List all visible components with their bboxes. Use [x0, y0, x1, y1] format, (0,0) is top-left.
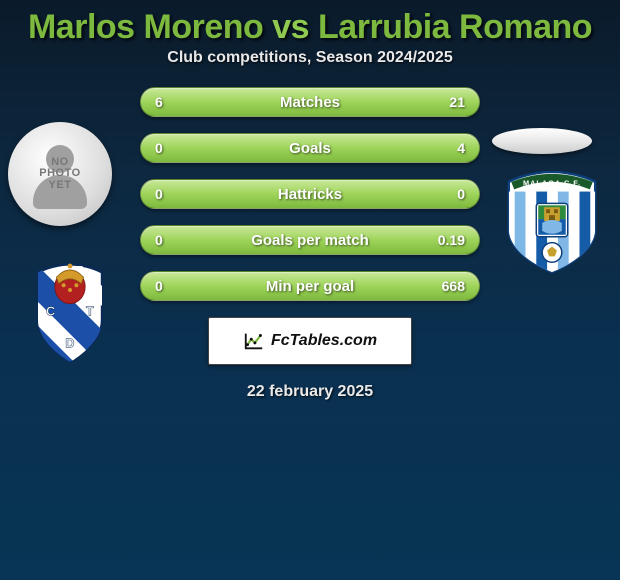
stat-label: Goals [289, 140, 331, 157]
stat-row: 0 Hattricks 0 [140, 179, 480, 209]
svg-text:D: D [65, 336, 74, 351]
subtitle: Club competitions, Season 2024/2025 [0, 49, 620, 67]
stat-left-value: 0 [155, 232, 163, 248]
stat-left-value: 0 [155, 140, 163, 156]
stat-label: Hattricks [278, 186, 342, 203]
svg-text:MALAGA C.F.: MALAGA C.F. [523, 179, 581, 188]
page-title: Marlos Moreno vs Larrubia Romano [0, 0, 620, 49]
player2-name: Larrubia Romano [318, 8, 592, 46]
stat-right-value: 668 [442, 278, 465, 294]
vs-label: vs [272, 8, 309, 46]
stat-left-value: 0 [155, 278, 163, 294]
stat-row: 0 Min per goal 668 [140, 271, 480, 301]
stat-right-value: 0.19 [438, 232, 465, 248]
player2-accent-oval [492, 128, 592, 154]
svg-text:T: T [86, 304, 94, 319]
fctables-icon [243, 330, 265, 352]
player1-name: Marlos Moreno [28, 8, 263, 46]
club-badge-malaga: MALAGA C.F. [502, 168, 602, 276]
stat-row: 0 Goals 4 [140, 133, 480, 163]
stat-right-value: 21 [449, 94, 465, 110]
stat-left-value: 0 [155, 186, 163, 202]
player1-photo-placeholder: NO PHOTO YET [8, 122, 112, 226]
stat-row: 0 Goals per match 0.19 [140, 225, 480, 255]
date-label: 22 february 2025 [0, 383, 620, 401]
stat-row: 6 Matches 21 [140, 87, 480, 117]
fctables-label: FcTables.com [271, 332, 377, 350]
svg-text:C: C [46, 304, 55, 319]
stats-table: 6 Matches 21 0 Goals 4 0 Hattricks 0 0 G… [140, 87, 480, 301]
stat-label: Matches [280, 94, 340, 111]
stat-left-value: 6 [155, 94, 163, 110]
stat-label: Goals per match [251, 232, 369, 249]
no-photo-label: NO PHOTO YET [39, 157, 80, 192]
stat-right-value: 4 [457, 140, 465, 156]
stat-label: Min per goal [266, 278, 354, 295]
stat-right-value: 0 [457, 186, 465, 202]
club-badge-tenerife: C T D [30, 258, 110, 366]
fctables-badge[interactable]: FcTables.com [208, 317, 412, 365]
